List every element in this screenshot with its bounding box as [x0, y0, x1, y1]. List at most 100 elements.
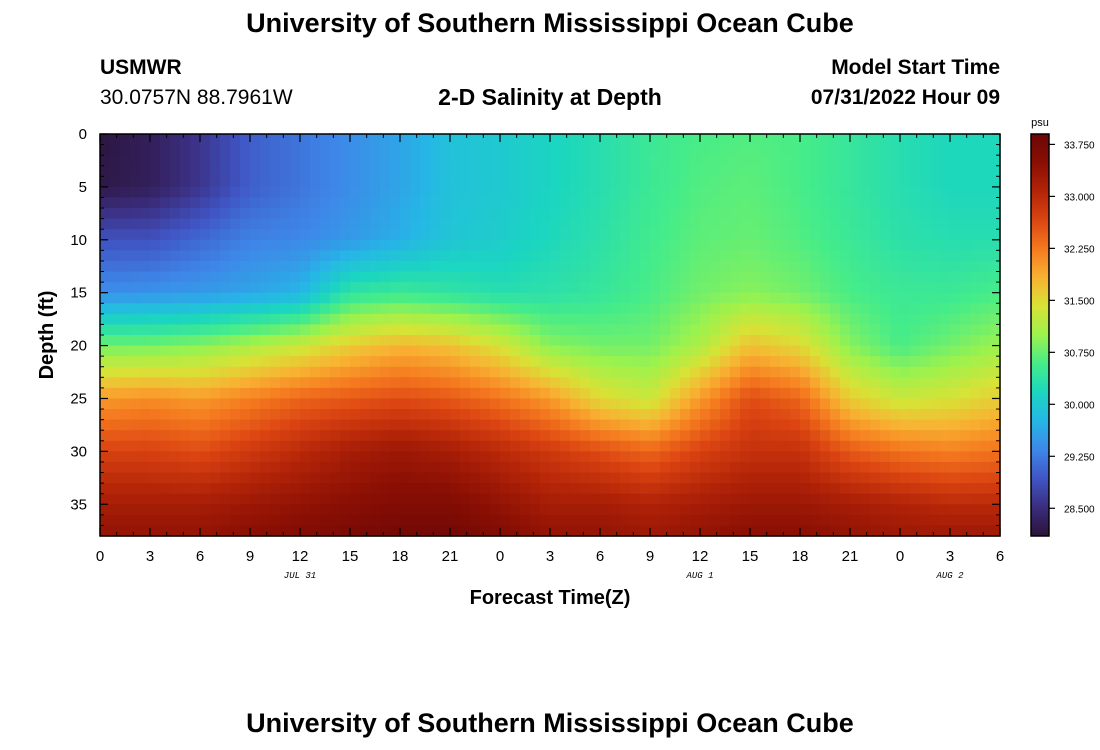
- heatmap-cell: [300, 282, 311, 294]
- heatmap-cell: [110, 292, 121, 304]
- heatmap-cell: [100, 155, 111, 167]
- heatmap-cell: [540, 419, 551, 431]
- heatmap-cell: [440, 197, 451, 209]
- heatmap-cell: [380, 208, 391, 220]
- heatmap-cell: [990, 335, 1001, 347]
- heatmap-cell: [470, 176, 481, 188]
- heatmap-cell: [170, 461, 181, 474]
- heatmap-cell: [700, 176, 711, 188]
- heatmap-cell: [930, 208, 941, 220]
- heatmap-cell: [360, 218, 371, 230]
- heatmap-cell: [690, 260, 701, 273]
- heatmap-cell: [520, 419, 531, 431]
- heatmap-cell: [110, 483, 121, 495]
- heatmap-cell: [550, 345, 561, 357]
- heatmap-cell: [850, 282, 861, 294]
- heatmap-cell: [830, 493, 841, 505]
- colorbar-tick-label: 31.500: [1064, 296, 1095, 307]
- heatmap-cell: [430, 197, 441, 209]
- heatmap-cell: [120, 144, 131, 156]
- heatmap-cell: [260, 271, 271, 283]
- heatmap-cell: [140, 461, 151, 474]
- heatmap-cell: [570, 218, 581, 230]
- heatmap-cell: [200, 155, 211, 167]
- heatmap-cell: [870, 387, 881, 400]
- heatmap-cell: [790, 155, 801, 167]
- heatmap-cell: [230, 250, 241, 262]
- heatmap-cell: [450, 197, 461, 209]
- heatmap-cell: [760, 218, 771, 230]
- heatmap-cell: [460, 229, 471, 241]
- heatmap-cell: [580, 250, 591, 262]
- heatmap-cell: [810, 335, 821, 347]
- heatmap-cell: [950, 483, 961, 495]
- heatmap-cell: [190, 176, 201, 188]
- heatmap-cell: [720, 335, 731, 347]
- heatmap-cell: [130, 303, 141, 315]
- heatmap-cell: [930, 292, 941, 304]
- heatmap-cell: [240, 493, 251, 505]
- heatmap-cell: [880, 387, 891, 400]
- heatmap-cell: [670, 176, 681, 188]
- heatmap-cell: [280, 134, 291, 146]
- heatmap-cell: [380, 461, 391, 474]
- heatmap-cell: [230, 504, 241, 516]
- heatmap-cell: [990, 271, 1001, 283]
- heatmap-cell: [920, 165, 931, 177]
- heatmap-cell: [580, 345, 591, 357]
- heatmap-cell: [800, 493, 811, 505]
- heatmap-cell: [120, 313, 131, 326]
- heatmap-cell: [540, 239, 551, 251]
- heatmap-cell: [200, 430, 211, 442]
- heatmap-cell: [540, 208, 551, 220]
- heatmap-cell: [150, 419, 161, 431]
- heatmap-cell: [490, 387, 501, 400]
- heatmap-cell: [190, 144, 201, 156]
- heatmap-cell: [320, 186, 331, 199]
- heatmap-cell: [310, 197, 321, 209]
- heatmap-cell: [860, 218, 871, 230]
- heatmap-cell: [410, 335, 421, 347]
- heatmap-cell: [930, 271, 941, 283]
- heatmap-cell: [340, 303, 351, 315]
- heatmap-cell: [850, 197, 861, 209]
- heatmap-cell: [240, 409, 251, 421]
- heatmap-cell: [520, 461, 531, 474]
- heatmap-cell: [940, 483, 951, 495]
- heatmap-cell: [210, 250, 221, 262]
- heatmap-cell: [920, 345, 931, 357]
- heatmap-cell: [730, 197, 741, 209]
- heatmap-cell: [180, 250, 191, 262]
- heatmap-cell: [410, 260, 421, 273]
- heatmap-cell: [530, 186, 541, 199]
- heatmap-cell: [950, 260, 961, 273]
- heatmap-cell: [950, 430, 961, 442]
- heatmap-cell: [650, 186, 661, 199]
- heatmap-cell: [350, 472, 361, 484]
- heatmap-cell: [690, 366, 701, 378]
- heatmap-cell: [500, 440, 511, 452]
- heatmap-cell: [980, 165, 991, 177]
- heatmap-cell: [720, 176, 731, 188]
- heatmap-cell: [380, 292, 391, 304]
- heatmap-cell: [940, 260, 951, 273]
- heatmap-cell: [830, 419, 841, 431]
- heatmap-cell: [330, 440, 341, 452]
- heatmap-cell: [220, 525, 231, 537]
- heatmap-cell: [570, 398, 581, 410]
- heatmap-cell: [140, 440, 151, 452]
- heatmap-cell: [750, 366, 761, 378]
- heatmap-cell: [510, 313, 521, 326]
- heatmap-cell: [350, 525, 361, 537]
- heatmap-cell: [710, 218, 721, 230]
- heatmap-cell: [540, 345, 551, 357]
- heatmap-cell: [180, 229, 191, 241]
- y-tick-label: 20: [70, 338, 87, 355]
- heatmap-cell: [370, 377, 381, 389]
- heatmap-cell: [120, 345, 131, 357]
- heatmap-cell: [730, 440, 741, 452]
- heatmap-cell: [840, 493, 851, 505]
- heatmap-cell: [550, 313, 561, 326]
- heatmap-cell: [220, 303, 231, 315]
- heatmap-cell: [360, 345, 371, 357]
